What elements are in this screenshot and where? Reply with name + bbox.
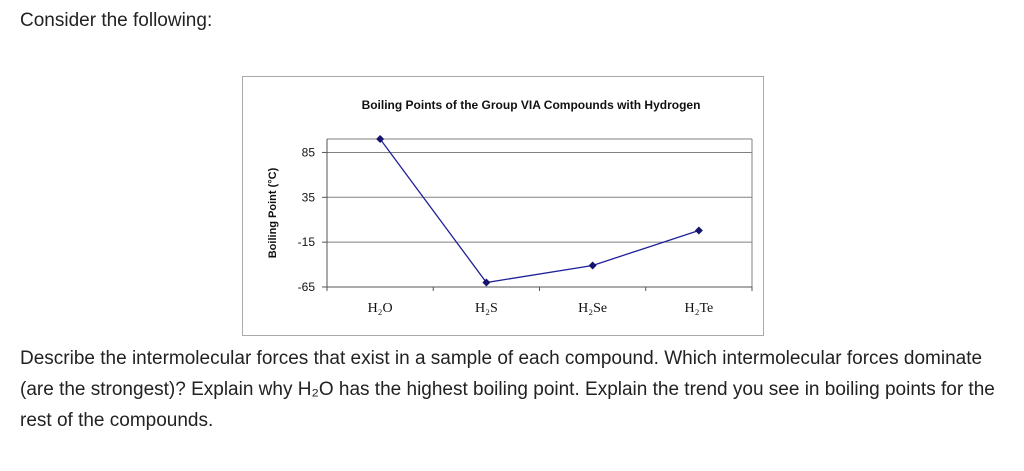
question-text: Describe the intermolecular forces that … <box>20 348 995 431</box>
x-tick-label: H₂Se <box>578 301 607 316</box>
x-tick-label: H₂O <box>368 301 393 316</box>
data-point <box>376 135 385 143</box>
chart-svg: Boiling Points of the Group VIA Compound… <box>267 98 753 316</box>
data-point <box>694 226 703 235</box>
series-line <box>379 138 700 284</box>
y-axis-label: Boiling Point (°C) <box>267 167 279 258</box>
y-tick-label: 85 <box>302 145 316 159</box>
y-tick-label: -15 <box>298 235 316 249</box>
x-tick-label: H₂Te <box>684 301 713 316</box>
x-tick-label: H₂S <box>475 301 498 316</box>
y-tick-label: 35 <box>302 190 316 204</box>
y-tick-label: -65 <box>298 280 316 294</box>
boiling-point-chart: Boiling Points of the Group VIA Compound… <box>242 76 764 336</box>
data-point <box>482 278 491 287</box>
intro-text: Consider the following: <box>20 10 213 31</box>
data-point <box>588 261 597 270</box>
chart-title: Boiling Points of the Group VIA Compound… <box>362 98 701 112</box>
